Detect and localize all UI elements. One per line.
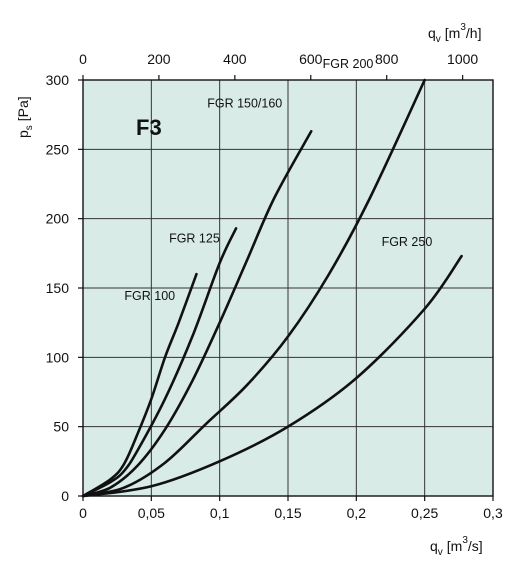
- chart-title: F3: [136, 115, 162, 140]
- top-axis-label-unit-exponent: 3: [460, 22, 466, 33]
- x-axis-label: qv [m3/s]: [430, 535, 483, 558]
- top-tick-label: 200: [147, 51, 171, 67]
- y-axis-label-symbol: p: [15, 130, 31, 138]
- x-tick-label: 0,15: [274, 505, 301, 521]
- x-tick-label: 0,25: [411, 505, 438, 521]
- curve-label: FGR 200: [323, 57, 374, 71]
- top-axis-label-symbol: q: [428, 25, 436, 41]
- y-tick-label: 300: [46, 72, 70, 88]
- y-axis-label-subscript: s: [24, 125, 35, 130]
- top-axis-label-subscript: v: [436, 34, 441, 45]
- top-tick-label: 800: [375, 51, 399, 67]
- top-tick-label: 600: [299, 51, 323, 67]
- top-tick-label: 400: [223, 51, 247, 67]
- curve-line: [81, 227, 238, 498]
- top-axis-label-unit: [m: [445, 25, 461, 41]
- y-tick-label: 50: [53, 419, 69, 435]
- curve-label: FGR 100: [124, 289, 175, 303]
- x-tick-label: 0,2: [347, 505, 367, 521]
- y-axis-label-unit: [Pa]: [15, 96, 31, 121]
- curve-label: FGR 150/160: [207, 96, 282, 110]
- x-axis-label-unit: [m: [447, 538, 463, 554]
- x-tick-label: 0: [79, 505, 87, 521]
- top-axis-label-unit-end: /h]: [466, 25, 482, 41]
- y-tick-label: 150: [46, 280, 70, 296]
- y-tick-label: 250: [46, 141, 70, 157]
- tick-labels: 0 0,05 0,1 0,15 0,2 0,25 0,3 0 50 100 150 200 250 300…: [46, 51, 503, 521]
- curve-label: FGR 250: [382, 235, 433, 249]
- curve-line: [81, 254, 463, 498]
- x-tick-label: 0,1: [210, 505, 230, 521]
- top-tick-label: 1000: [447, 51, 478, 67]
- curve-line: [81, 272, 198, 498]
- curve-line: [81, 78, 426, 498]
- x-tick-label: 0,05: [138, 505, 165, 521]
- y-axis-label: ps [Pa]: [15, 96, 35, 138]
- x-axis-label-symbol: q: [430, 538, 438, 554]
- top-axis-label: qv [m3/h]: [428, 22, 482, 45]
- curve-line: [81, 130, 313, 498]
- x-axis-label-unit-end: /s]: [468, 538, 483, 554]
- x-axis-label-subscript: v: [438, 547, 443, 558]
- x-axis-label-unit-exponent: 3: [462, 535, 468, 546]
- x-tick-label: 0,3: [483, 505, 503, 521]
- y-tick-label: 0: [61, 488, 69, 504]
- y-tick-label: 100: [46, 349, 70, 365]
- curve-label: FGR 125: [169, 231, 220, 245]
- y-tick-label: 200: [46, 211, 70, 227]
- top-tick-label: 0: [79, 51, 87, 67]
- curves: FGR 100 FGR 125 FGR 150/160 FGR 200 FGR 250: [81, 57, 463, 498]
